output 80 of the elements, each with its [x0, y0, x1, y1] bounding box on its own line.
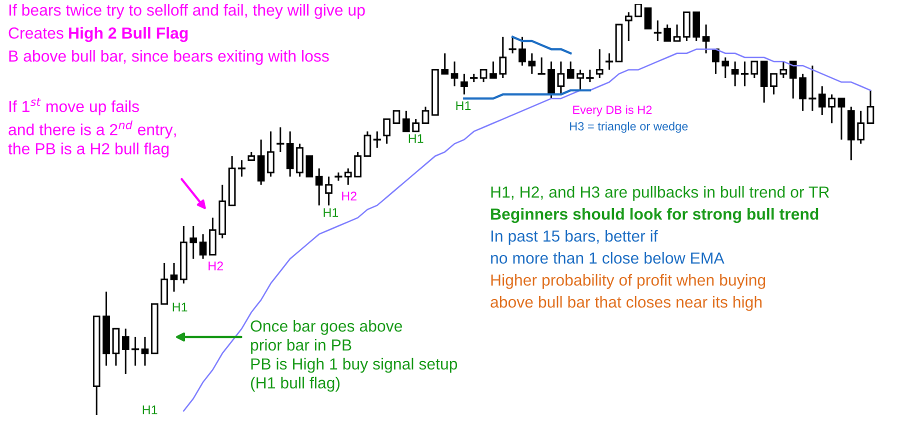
candlestick	[557, 60, 565, 96]
candlestick	[576, 68, 584, 92]
annotation: H2	[208, 262, 223, 270]
candlestick	[664, 24, 672, 42]
annotation: In past 15 bars, better if	[491, 230, 658, 245]
candlestick	[644, 7, 652, 30]
candlestick	[857, 110, 864, 145]
annotation: Higher probability of profit when buying	[491, 274, 766, 289]
candlestick	[460, 73, 468, 96]
text: Creates	[8, 27, 64, 39]
annotation: H1	[142, 406, 158, 414]
candlestick	[780, 60, 788, 79]
candlestick	[528, 52, 536, 75]
candlestick	[392, 110, 400, 124]
candlestick	[354, 151, 362, 178]
candlestick	[508, 36, 516, 54]
annotation: Once bar goes above prior bar in PB PB is High 1 buy signal setup (H1 bull flag)	[250, 320, 458, 392]
candlestick	[490, 60, 497, 79]
candlestick	[170, 262, 178, 292]
annotation: Beginners should look for strong bull trend	[491, 208, 818, 223]
candlestick	[450, 60, 458, 87]
candlestick	[818, 85, 826, 116]
candlestick	[586, 68, 594, 83]
candlestick	[325, 176, 332, 206]
candlestick	[402, 110, 410, 132]
candlestick	[731, 60, 739, 87]
annotation: If 1$^{st}$ move up fails and there is a 2$^{nd}$ entry, the PB is a H2 bull flag	[8, 98, 176, 158]
candlestick	[383, 118, 390, 145]
candlestick	[422, 106, 430, 124]
candlestick	[238, 159, 246, 178]
candlestick	[799, 73, 806, 112]
candlestick	[315, 168, 323, 206]
candlestick	[808, 64, 816, 112]
annotation: H1, H2, and H3 are pullbacks in bull trend or TR	[491, 186, 829, 201]
candlestick	[789, 60, 797, 100]
candlestick	[866, 90, 874, 124]
candlestick	[770, 73, 778, 96]
candlestick	[673, 24, 681, 42]
annotation: H1	[172, 302, 188, 312]
candlestick	[634, 4, 642, 18]
annotation: B above bull bar, since bears exiting with loss	[9, 50, 329, 65]
candlestick	[480, 68, 488, 83]
candlestick	[122, 328, 130, 375]
annotation: H2	[342, 192, 356, 200]
candlestick	[441, 52, 449, 75]
candlestick	[624, 11, 632, 42]
annotation: Every DB is H2	[573, 105, 652, 116]
candlestick	[412, 118, 420, 132]
candlestick	[518, 36, 526, 66]
candlestick	[838, 98, 846, 140]
candlestick	[750, 60, 758, 79]
annotation: H1	[408, 134, 424, 143]
candlestick	[702, 24, 710, 54]
annotation: H3 = triangle or wedge	[570, 122, 688, 133]
annotation: High 2 Bull Flag	[69, 27, 188, 42]
candlestick	[373, 130, 381, 149]
candlestick	[276, 126, 284, 153]
candlestick	[654, 20, 662, 42]
candlestick	[199, 233, 207, 260]
candlestick	[566, 60, 574, 79]
annotation: If bears twice try to selloff and fail, they will give up	[9, 4, 365, 19]
candlestick	[190, 225, 198, 260]
candlestick	[306, 155, 314, 178]
annotation: no more than 1 close below EMA	[491, 252, 724, 264]
candlestick	[722, 56, 730, 79]
candlestick	[538, 56, 546, 75]
candlestick	[499, 36, 507, 79]
annotation: H1	[324, 208, 338, 217]
candlestick	[596, 48, 604, 79]
annotation: H1	[456, 101, 471, 110]
candlestick	[828, 94, 836, 124]
candlestick	[740, 60, 749, 87]
candlestick	[267, 130, 274, 178]
candlestick	[131, 336, 140, 366]
candlestick	[344, 168, 352, 186]
candlestick	[141, 336, 149, 366]
annotation: above bull bar that closes near its high	[490, 296, 762, 311]
candlestick	[364, 130, 372, 157]
candlestick	[606, 52, 614, 71]
candlestick	[712, 48, 720, 75]
